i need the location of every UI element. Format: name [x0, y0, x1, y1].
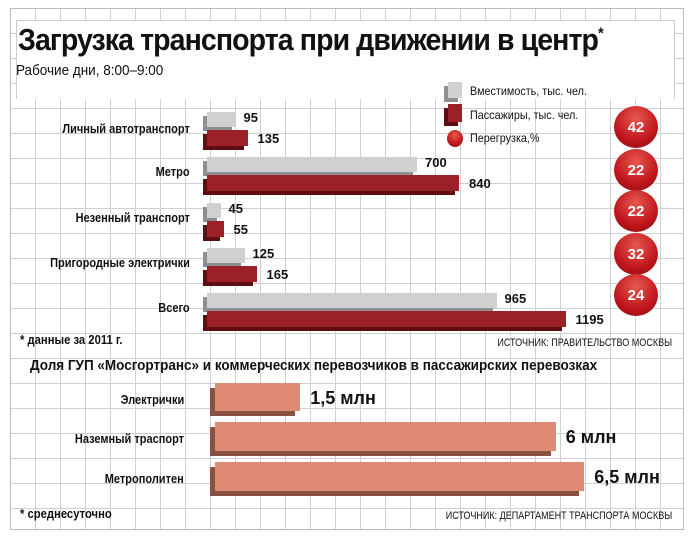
passengers-value: 840 — [469, 176, 491, 191]
source-1: ИСТОЧНИК: ПРАВИТЕЛЬСТВО МОСКВЫ — [497, 337, 672, 349]
footnote-2: * среднесуточно — [20, 507, 112, 521]
share-value: 6,5 млн — [594, 467, 660, 487]
category-label: Всего — [158, 301, 190, 315]
title-box — [16, 20, 675, 99]
share-value: 1,5 млн — [310, 388, 376, 408]
capacity-value: 700 — [425, 155, 447, 170]
category-label: Незенный транспорт — [75, 211, 190, 225]
category-label: Пригородные электрички — [50, 256, 190, 270]
passengers-bar — [207, 266, 257, 282]
passengers-bar — [207, 221, 224, 237]
overload-bubble: 24 — [614, 274, 658, 316]
capacity-bar — [207, 203, 221, 218]
passengers-bar — [207, 175, 459, 191]
category-label: Личный автотранспорт — [62, 122, 190, 136]
category-label: Электрички — [120, 393, 184, 407]
legend-swatch-overload — [447, 130, 463, 147]
share-value: 6 млн — [565, 427, 617, 447]
overload-bubble: 32 — [614, 233, 658, 275]
legend-swatch-passengers — [448, 104, 462, 122]
capacity-bar — [207, 248, 245, 263]
passengers-bar — [207, 311, 566, 327]
capacity-value: 45 — [228, 201, 243, 216]
share-bar — [215, 422, 556, 451]
category-label: Метро — [156, 165, 190, 179]
passengers-value: 1195 — [575, 312, 604, 327]
capacity-bar — [207, 157, 417, 172]
capacity-bar — [207, 112, 236, 127]
overload-bubble: 22 — [614, 190, 658, 232]
capacity-value: 125 — [252, 246, 275, 261]
chart2-title: Доля ГУП «Мосгортранс» и коммерческих пе… — [30, 357, 598, 374]
legend-label: Пассажиры, тыс. чел. — [470, 108, 579, 122]
share-bar — [215, 462, 585, 491]
capacity-bar — [207, 293, 497, 308]
passengers-value: 55 — [233, 222, 248, 237]
legend-label: Перегрузка,% — [470, 131, 540, 145]
chart-title: Загрузка транспорта при движении в центр… — [18, 22, 604, 57]
capacity-value: 95 — [243, 110, 258, 125]
category-label: Наземный траспорт — [74, 432, 184, 446]
legend-swatch-capacity — [448, 82, 462, 98]
passengers-value: 165 — [266, 267, 289, 282]
passengers-bar — [207, 130, 248, 146]
capacity-value: 965 — [504, 291, 527, 306]
overload-bubble: 22 — [614, 149, 658, 191]
chart-subtitle: Рабочие дни, 8:00–9:00 — [16, 62, 164, 79]
footnote-1: * данные за 2011 г. — [20, 333, 123, 347]
share-bar — [215, 383, 301, 411]
source-2: ИСТОЧНИК: ДЕПАРТАМЕНТ ТРАНСПОРТА МОСКВЫ — [445, 510, 672, 522]
overload-bubble: 42 — [614, 106, 658, 148]
passengers-value: 135 — [257, 131, 280, 146]
category-label: Метрополитен — [105, 472, 184, 486]
legend-label: Вместимость, тыс. чел. — [470, 84, 587, 98]
